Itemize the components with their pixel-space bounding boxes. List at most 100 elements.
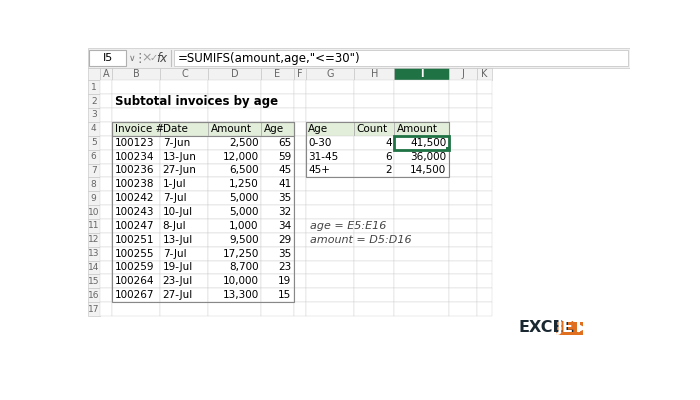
Bar (88, 94, 100, 108)
Bar (354, 80, 394, 94)
Bar (100, 219, 112, 233)
Text: 27-Jun: 27-Jun (162, 166, 197, 176)
Bar (261, 219, 294, 233)
Bar (160, 191, 209, 205)
Bar (394, 136, 449, 150)
Bar (261, 177, 294, 191)
Text: I: I (420, 69, 424, 79)
Bar (160, 164, 209, 177)
Text: 35: 35 (278, 248, 291, 258)
Bar (261, 150, 294, 164)
Bar (449, 288, 477, 302)
Bar (88, 247, 100, 260)
Bar (88, 191, 100, 205)
Text: A: A (103, 69, 109, 79)
Bar (394, 94, 449, 108)
Bar (112, 233, 160, 247)
Bar (112, 219, 160, 233)
Bar (477, 191, 492, 205)
Bar (449, 205, 477, 219)
Bar (209, 205, 261, 219)
Text: 45: 45 (278, 166, 291, 176)
Bar (306, 274, 354, 288)
Text: 100243: 100243 (115, 207, 154, 217)
Bar (261, 191, 294, 205)
Bar (261, 164, 294, 177)
Bar (294, 260, 306, 274)
Bar (306, 191, 354, 205)
Bar (294, 191, 306, 205)
Bar (261, 260, 294, 274)
Bar (354, 177, 394, 191)
Bar (209, 205, 261, 219)
Bar (88, 274, 100, 288)
Bar (209, 247, 261, 260)
Text: 4: 4 (386, 138, 392, 148)
Text: 100238: 100238 (115, 179, 154, 189)
Bar (209, 150, 261, 164)
Bar (261, 274, 294, 288)
Bar (394, 288, 449, 302)
Bar (209, 288, 261, 302)
Text: 36,000: 36,000 (410, 152, 447, 162)
Text: ×: × (141, 52, 152, 64)
Bar (477, 136, 492, 150)
Bar (174, 50, 629, 66)
Bar (354, 136, 394, 150)
Bar (556, 321, 582, 335)
Bar (306, 108, 354, 122)
Text: ⋮: ⋮ (133, 52, 146, 64)
Bar (294, 177, 306, 191)
Bar (446, 146, 449, 150)
Bar (112, 191, 160, 205)
Bar (354, 205, 394, 219)
Bar (306, 233, 354, 247)
Bar (306, 122, 354, 136)
Text: ▶: ▶ (578, 322, 587, 332)
Bar (160, 177, 209, 191)
Bar (160, 122, 209, 136)
Bar (449, 136, 477, 150)
Bar (261, 177, 294, 191)
Bar (100, 68, 112, 80)
Text: Age: Age (309, 124, 328, 134)
Bar (449, 233, 477, 247)
Text: 17,250: 17,250 (223, 248, 259, 258)
Bar (160, 164, 209, 177)
Bar (354, 274, 394, 288)
Text: =SUMIFS(amount,age,"<=30"): =SUMIFS(amount,age,"<=30") (177, 52, 360, 64)
Bar (160, 274, 209, 288)
Bar (477, 205, 492, 219)
Bar (477, 177, 492, 191)
Bar (394, 302, 449, 316)
Bar (449, 164, 477, 177)
Text: 6: 6 (91, 152, 97, 161)
Text: 0-30: 0-30 (309, 138, 332, 148)
Bar (394, 219, 449, 233)
Bar (261, 164, 294, 177)
Bar (306, 302, 354, 316)
Bar (394, 260, 449, 274)
Bar (306, 136, 354, 150)
Bar (294, 247, 306, 260)
Text: 5,000: 5,000 (230, 207, 259, 217)
Bar (112, 150, 160, 164)
Bar (394, 122, 449, 136)
Bar (209, 177, 261, 191)
Bar (112, 94, 160, 108)
Bar (88, 108, 100, 122)
Text: 9: 9 (91, 194, 97, 203)
Bar (354, 260, 394, 274)
Text: 17: 17 (88, 304, 99, 314)
Bar (88, 122, 100, 136)
Bar (394, 68, 449, 80)
Text: 8-Jul: 8-Jul (162, 221, 186, 231)
Text: E: E (274, 69, 281, 79)
Text: 12,000: 12,000 (223, 152, 259, 162)
Bar (354, 94, 394, 108)
Bar (294, 68, 306, 80)
Bar (112, 247, 160, 260)
Bar (306, 94, 354, 108)
Bar (261, 288, 294, 302)
Bar (477, 274, 492, 288)
